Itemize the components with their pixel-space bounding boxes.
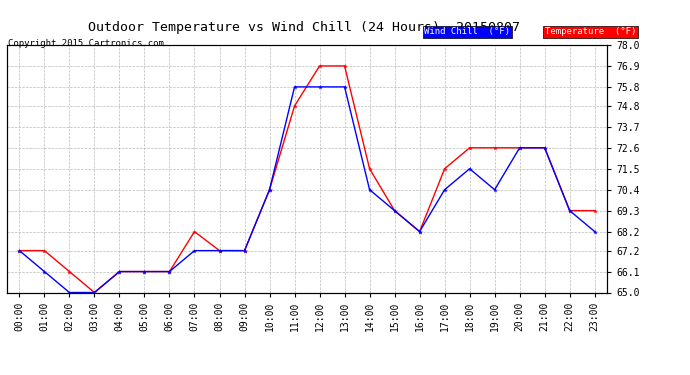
Text: Temperature  (°F): Temperature (°F) <box>545 27 636 36</box>
Text: Wind Chill  (°F): Wind Chill (°F) <box>424 27 511 36</box>
Text: Copyright 2015 Cartronics.com: Copyright 2015 Cartronics.com <box>8 39 164 48</box>
Text: Outdoor Temperature vs Wind Chill (24 Hours)  20150807: Outdoor Temperature vs Wind Chill (24 Ho… <box>88 21 520 34</box>
